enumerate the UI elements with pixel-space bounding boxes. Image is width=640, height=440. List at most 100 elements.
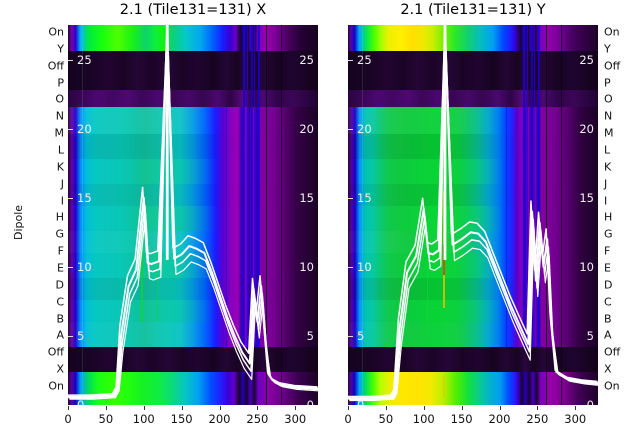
dipole-label-right: F bbox=[604, 244, 611, 258]
dipole-label-right: M bbox=[604, 126, 614, 140]
heatmap-column bbox=[140, 230, 143, 323]
dipole-label-right: On bbox=[604, 25, 620, 39]
y-tick-label: 25 bbox=[77, 52, 92, 67]
panel-x: 2.1 (Tile131=131) X 0 0 5 5 10 10 15 15 20 20 25 25 bbox=[68, 2, 318, 405]
heatmap-column bbox=[266, 25, 268, 405]
dipole-label-left: E bbox=[57, 261, 64, 275]
panel-x-plot-area[interactable]: 0 0 5 5 10 10 15 15 20 20 25 25 bbox=[68, 25, 318, 405]
dipole-label-left: B bbox=[56, 312, 64, 326]
dipole-label-right: A bbox=[604, 328, 612, 342]
y-tick-label-right: 10 bbox=[579, 259, 594, 274]
dipole-label-left: O bbox=[55, 92, 64, 106]
dipole-label-left: J bbox=[60, 177, 64, 191]
dipole-label-left: M bbox=[54, 126, 65, 140]
x-tick-label: 0 bbox=[64, 412, 72, 426]
dipole-label-left: P bbox=[57, 76, 64, 90]
x-tick-mark bbox=[143, 406, 145, 410]
y-tick-label-right: 10 bbox=[299, 259, 314, 274]
heatmap-column bbox=[225, 106, 227, 347]
dipole-label-left: On bbox=[48, 25, 64, 39]
x-tick-mark bbox=[295, 406, 297, 410]
dipole-label-right: L bbox=[604, 143, 611, 157]
heatmap-column bbox=[250, 25, 253, 347]
panel-x-title: 2.1 (Tile131=131) X bbox=[119, 2, 267, 18]
dipole-label-right: G bbox=[604, 227, 613, 241]
y-tick-label: 25 bbox=[357, 52, 372, 67]
heatmap-column bbox=[505, 106, 507, 347]
y-tick-mark bbox=[68, 197, 73, 199]
dipole-label-right: On bbox=[604, 379, 620, 393]
y-tick-mark bbox=[68, 335, 73, 337]
y-tick-label-right: 20 bbox=[579, 121, 594, 136]
heatmap-column bbox=[280, 25, 282, 405]
dipole-label-left: I bbox=[60, 194, 64, 208]
heatmap-column bbox=[523, 25, 525, 347]
panel-y-plot-area[interactable]: 0 0 5 5 10 10 15 15 20 20 25 25 bbox=[348, 25, 598, 405]
dipole-label-left: K bbox=[56, 160, 64, 174]
y-axis-rule bbox=[362, 25, 363, 405]
heatmap-column bbox=[171, 230, 173, 300]
y-tick-mark bbox=[348, 197, 353, 199]
dipole-label-right: N bbox=[604, 109, 613, 123]
y-tick-label-right: 25 bbox=[299, 52, 314, 67]
heatmap-column bbox=[538, 25, 541, 347]
x-tick-mark bbox=[575, 406, 577, 410]
y-axis-rule bbox=[82, 25, 83, 405]
y-tick-label: 5 bbox=[357, 328, 365, 343]
heatmap-column bbox=[560, 25, 562, 405]
heatmap-column bbox=[443, 244, 446, 276]
y-tick-label: 10 bbox=[77, 259, 92, 274]
dipole-label-left: Y bbox=[57, 42, 64, 56]
y-tick-label-right: 5 bbox=[306, 328, 314, 343]
dipole-label-right: D bbox=[604, 278, 613, 292]
y-tick-label-right: 25 bbox=[579, 52, 594, 67]
x-tick-mark bbox=[181, 406, 183, 410]
dipole-label-left: N bbox=[55, 109, 64, 123]
y-tick-mark bbox=[348, 266, 353, 268]
y-tick-mark bbox=[348, 128, 353, 130]
dipole-label-right: E bbox=[604, 261, 611, 275]
dipole-label-right: C bbox=[604, 295, 612, 309]
y-tick-label: 0 bbox=[357, 398, 365, 405]
x-tick-mark bbox=[537, 406, 539, 410]
x-tick-label: 0 bbox=[344, 412, 352, 426]
dipole-label-right: J bbox=[604, 177, 608, 191]
y-tick-label: 0 bbox=[77, 398, 85, 405]
dipole-label-right: I bbox=[604, 194, 608, 208]
dipole-label-left: G bbox=[55, 227, 64, 241]
dipole-label-left: A bbox=[56, 328, 64, 342]
x-tick-label: 100 bbox=[412, 412, 435, 426]
dipole-label-left: X bbox=[56, 362, 64, 376]
y-tick-label: 20 bbox=[77, 121, 92, 136]
y-tick-label-right: 15 bbox=[579, 190, 594, 205]
heatmap-column bbox=[534, 25, 536, 347]
heatmap-column bbox=[243, 25, 245, 347]
heatmap-column bbox=[246, 25, 248, 347]
x-tick-mark bbox=[385, 406, 387, 410]
x-tick-label: 100 bbox=[132, 412, 155, 426]
x-tick-label: 50 bbox=[378, 412, 394, 426]
y-tick-mark bbox=[68, 59, 73, 61]
heatmap-column bbox=[426, 225, 428, 336]
y-tick-label: 20 bbox=[357, 121, 372, 136]
dipole-label-right: Y bbox=[604, 42, 611, 56]
dipole-label-right: O bbox=[604, 92, 613, 106]
x-tick-mark bbox=[219, 406, 221, 410]
x-tick-mark bbox=[461, 406, 463, 410]
x-tick-mark bbox=[105, 406, 107, 410]
dipole-label-right: Off bbox=[604, 59, 621, 73]
dipole-label-left: Off bbox=[47, 345, 64, 359]
heatmap-column bbox=[443, 374, 446, 397]
x-tick-label: 200 bbox=[488, 412, 511, 426]
x-tick-mark bbox=[348, 406, 349, 410]
dipole-label-left: F bbox=[57, 244, 64, 258]
heatmap-column bbox=[157, 253, 159, 323]
y-tick-label: 5 bbox=[77, 328, 85, 343]
dipole-label-left: H bbox=[55, 210, 64, 224]
x-tick-label: 150 bbox=[450, 412, 473, 426]
dipole-label-left: L bbox=[57, 143, 64, 157]
dipole-label-right: Off bbox=[604, 345, 621, 359]
y-tick-mark bbox=[348, 335, 353, 337]
y-tick-label-right: 20 bbox=[299, 121, 314, 136]
y-tick-mark bbox=[348, 59, 353, 61]
